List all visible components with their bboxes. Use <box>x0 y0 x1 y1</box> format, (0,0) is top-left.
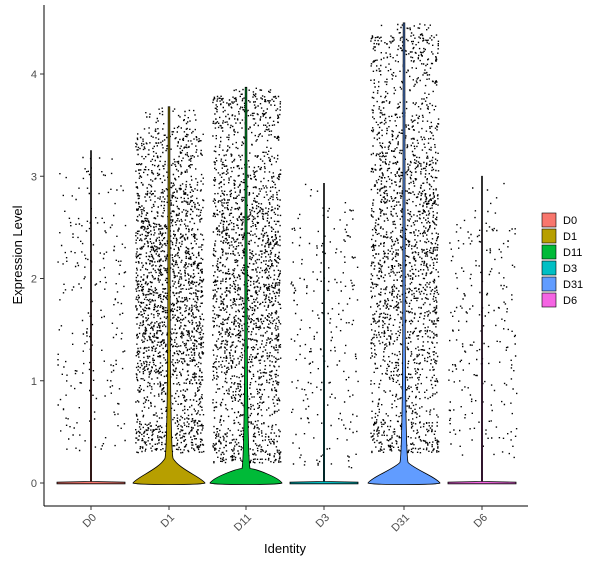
jitter-points-D1 <box>135 107 205 454</box>
legend-label: D3 <box>563 263 577 275</box>
violin-D6 <box>447 175 517 485</box>
jitter-points-layer <box>57 23 518 469</box>
violin-D11 <box>209 86 283 485</box>
axes <box>43 5 528 507</box>
violin-D3 <box>289 183 359 485</box>
legend-item-D6: D6 <box>541 292 577 308</box>
x-tick-label-D1: D1 <box>159 512 177 530</box>
legend-swatch <box>541 212 557 228</box>
y-tick-label: 2 <box>31 274 37 286</box>
x-tick-label-D11: D11 <box>232 512 254 534</box>
x-ticks: D0 D1 D11 D3 D31 D6 <box>81 506 490 534</box>
legend-item-D31: D31 <box>541 276 583 292</box>
violin-D0 <box>56 150 126 485</box>
legend-label: D1 <box>563 231 577 243</box>
legend-item-D11: D11 <box>541 244 582 260</box>
legend-label: D11 <box>563 247 582 259</box>
y-ticks: 0 1 2 3 4 <box>31 69 44 490</box>
y-tick-label: 0 <box>31 478 37 490</box>
violin-shape-D1 <box>132 106 206 485</box>
violin-shape-D6 <box>447 175 517 485</box>
y-tick-label: 4 <box>31 69 37 81</box>
jitter-points-D11 <box>212 87 282 464</box>
x-tick-label-D0: D0 <box>81 512 99 530</box>
legend-swatch <box>541 228 557 244</box>
x-axis-title: Identity <box>264 541 306 556</box>
violin-D31 <box>367 22 441 485</box>
legend-label: D0 <box>563 215 577 227</box>
violin-shape-D11 <box>209 86 283 485</box>
legend-swatch <box>541 260 557 276</box>
x-tick-label-D6: D6 <box>472 512 490 530</box>
violin-shape-D0 <box>56 150 126 485</box>
violin-shape-D31 <box>367 22 441 485</box>
y-tick-label: 1 <box>31 376 37 388</box>
legend-item-D3: D3 <box>541 260 577 276</box>
y-tick-label: 3 <box>31 171 37 183</box>
x-tick-label-D3: D3 <box>314 512 332 530</box>
x-tick-label-D31: D31 <box>389 512 412 535</box>
legend-label: D31 <box>563 279 583 291</box>
legend-item-D1: D1 <box>541 228 577 244</box>
y-axis-title: Expression Level <box>10 205 25 304</box>
legend: D0 D1 D11 D3 D31 D6 <box>541 212 583 308</box>
legend-label: D6 <box>563 295 577 307</box>
legend-swatch <box>541 292 557 308</box>
violins-layer <box>56 22 517 485</box>
legend-swatch <box>541 244 557 260</box>
violin-shape-D3 <box>289 183 359 485</box>
violin-D1 <box>132 106 206 485</box>
legend-item-D0: D0 <box>541 212 577 228</box>
legend-swatch <box>541 276 557 292</box>
